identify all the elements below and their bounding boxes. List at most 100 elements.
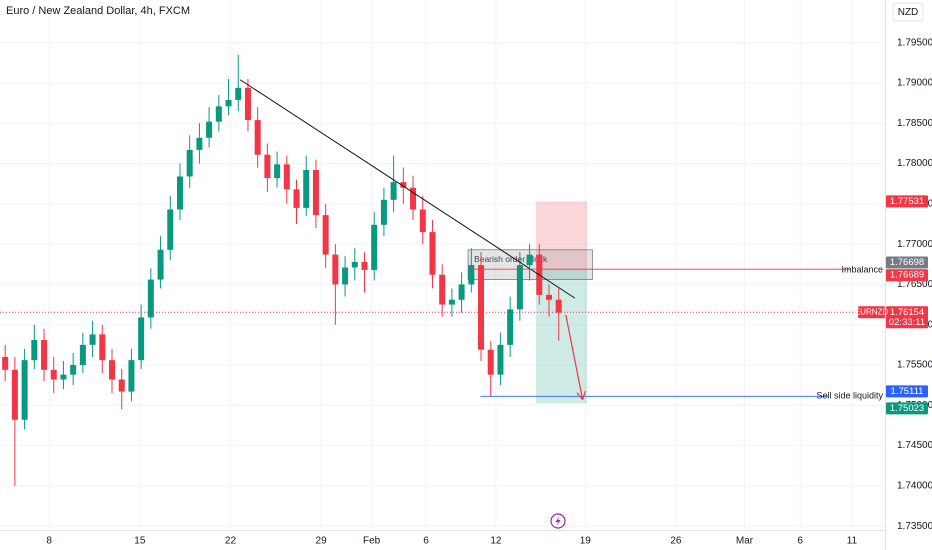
candle-body [458, 284, 465, 300]
candle-body [283, 164, 290, 190]
arrow-shaft [565, 314, 584, 400]
candle-body [79, 344, 86, 365]
candle-body [186, 149, 193, 177]
candles [2, 54, 562, 486]
candle-body [196, 137, 203, 150]
candle-body [478, 265, 485, 350]
imbalance-price-tag-bg [886, 269, 928, 282]
event-bolt [555, 516, 561, 526]
y-tick-label: 1.78000 [897, 158, 932, 169]
y-tick-label: 1.79500 [897, 37, 932, 48]
candle-body [31, 340, 38, 361]
sell-side-price-tag-bg [886, 385, 928, 398]
candle-body [206, 121, 213, 138]
candle-body [70, 364, 77, 375]
candle-body [371, 224, 378, 270]
candle-body [342, 267, 349, 285]
y-tick-label: 1.75500 [897, 360, 932, 371]
target-price-tag: 1.75023 [890, 403, 924, 414]
target-price-tag-bg [886, 402, 928, 415]
x-tick-label: 29 [316, 536, 328, 547]
y-tick-label: 1.74000 [897, 480, 932, 491]
currency-button[interactable] [892, 2, 924, 22]
candle-body [99, 334, 106, 361]
stop-zone [536, 201, 588, 270]
x-tick-label: 8 [46, 536, 52, 547]
candle-body [439, 274, 446, 305]
x-tick-label: 22 [225, 536, 237, 547]
candle-body [526, 254, 533, 266]
sell-side-price-tag: 1.75111 [891, 386, 924, 397]
x-tick-label: 19 [580, 536, 592, 547]
order-block-price-tag: 1.76698 [890, 257, 924, 268]
symbol-tag: EURNZD [855, 307, 889, 316]
stop-price-tag-bg [886, 195, 928, 208]
arrow-head [582, 390, 586, 400]
candle-body [225, 99, 232, 107]
y-tick-label: 1.74500 [897, 440, 932, 451]
candle-body [380, 199, 387, 225]
candle-body [390, 182, 397, 200]
y-tick-label: 1.78500 [897, 118, 932, 129]
candle-body [487, 349, 494, 375]
x-tick-label: 6 [423, 536, 429, 547]
candle-body [545, 294, 552, 300]
candle-body [11, 369, 18, 420]
candle-body [507, 309, 514, 345]
x-tick-label: 26 [670, 536, 682, 547]
annotations-back: Bearish order block [0, 201, 885, 404]
candle-body [244, 87, 251, 121]
candle-body [332, 254, 339, 285]
candle-body [157, 249, 164, 280]
candle-body [89, 334, 96, 345]
candle-body [138, 317, 145, 361]
candle-body [60, 374, 67, 380]
last-price-tag-countdown: 02:33:11 [889, 317, 925, 328]
candle-body [468, 265, 475, 285]
candle-body [235, 87, 242, 100]
annotations-front: Imbalance Sell side liquidity [239, 79, 883, 401]
candle-body [410, 187, 417, 210]
candle-body [128, 360, 135, 392]
x-tick-label: Feb [363, 536, 381, 547]
x-tick-label: 11 [847, 536, 858, 547]
x-tick-label: 12 [490, 536, 502, 547]
grid [0, 0, 885, 530]
candle-body [516, 265, 523, 310]
symbol-tag-bg [858, 306, 885, 319]
y-tick-label: 1.73500 [897, 521, 932, 532]
currency-label[interactable]: NZD [898, 7, 919, 18]
trendline [239, 79, 576, 299]
arrow-head [576, 392, 584, 401]
candle-body [497, 344, 504, 375]
chart-title: Euro / New Zealand Dollar, 4h, FXCM [6, 5, 190, 17]
y-tick-label: 1.79000 [897, 78, 932, 89]
axes: 1.795001.790001.785001.780001.775001.770… [46, 37, 932, 546]
candle-body [351, 261, 358, 268]
candle-body [274, 164, 281, 179]
stop-price-tag: 1.77531 [890, 196, 924, 207]
imbalance-label: Imbalance [841, 265, 883, 275]
candle-body [429, 232, 436, 275]
candle-body [41, 340, 48, 370]
candle-body [167, 209, 174, 250]
candle-body [361, 261, 368, 270]
candle-body [322, 215, 329, 255]
candle-body [50, 369, 57, 380]
candle-body [448, 299, 455, 305]
lightning-icon[interactable] [550, 513, 566, 529]
candle-body [215, 106, 222, 122]
x-tick-label: Mar [736, 536, 754, 547]
x-tick-label: 15 [134, 536, 146, 547]
order-block-price-tag-bg [886, 256, 928, 269]
x-tick-label: 6 [797, 536, 803, 547]
candle-body [2, 356, 9, 370]
candle-body [303, 170, 310, 208]
candle-body [118, 379, 125, 392]
last-price-tag: 1.76154 [890, 307, 924, 318]
candle-body [419, 209, 426, 233]
last-price-tag-bg [886, 306, 928, 329]
candle-body [254, 120, 261, 155]
candle-body [147, 279, 154, 318]
